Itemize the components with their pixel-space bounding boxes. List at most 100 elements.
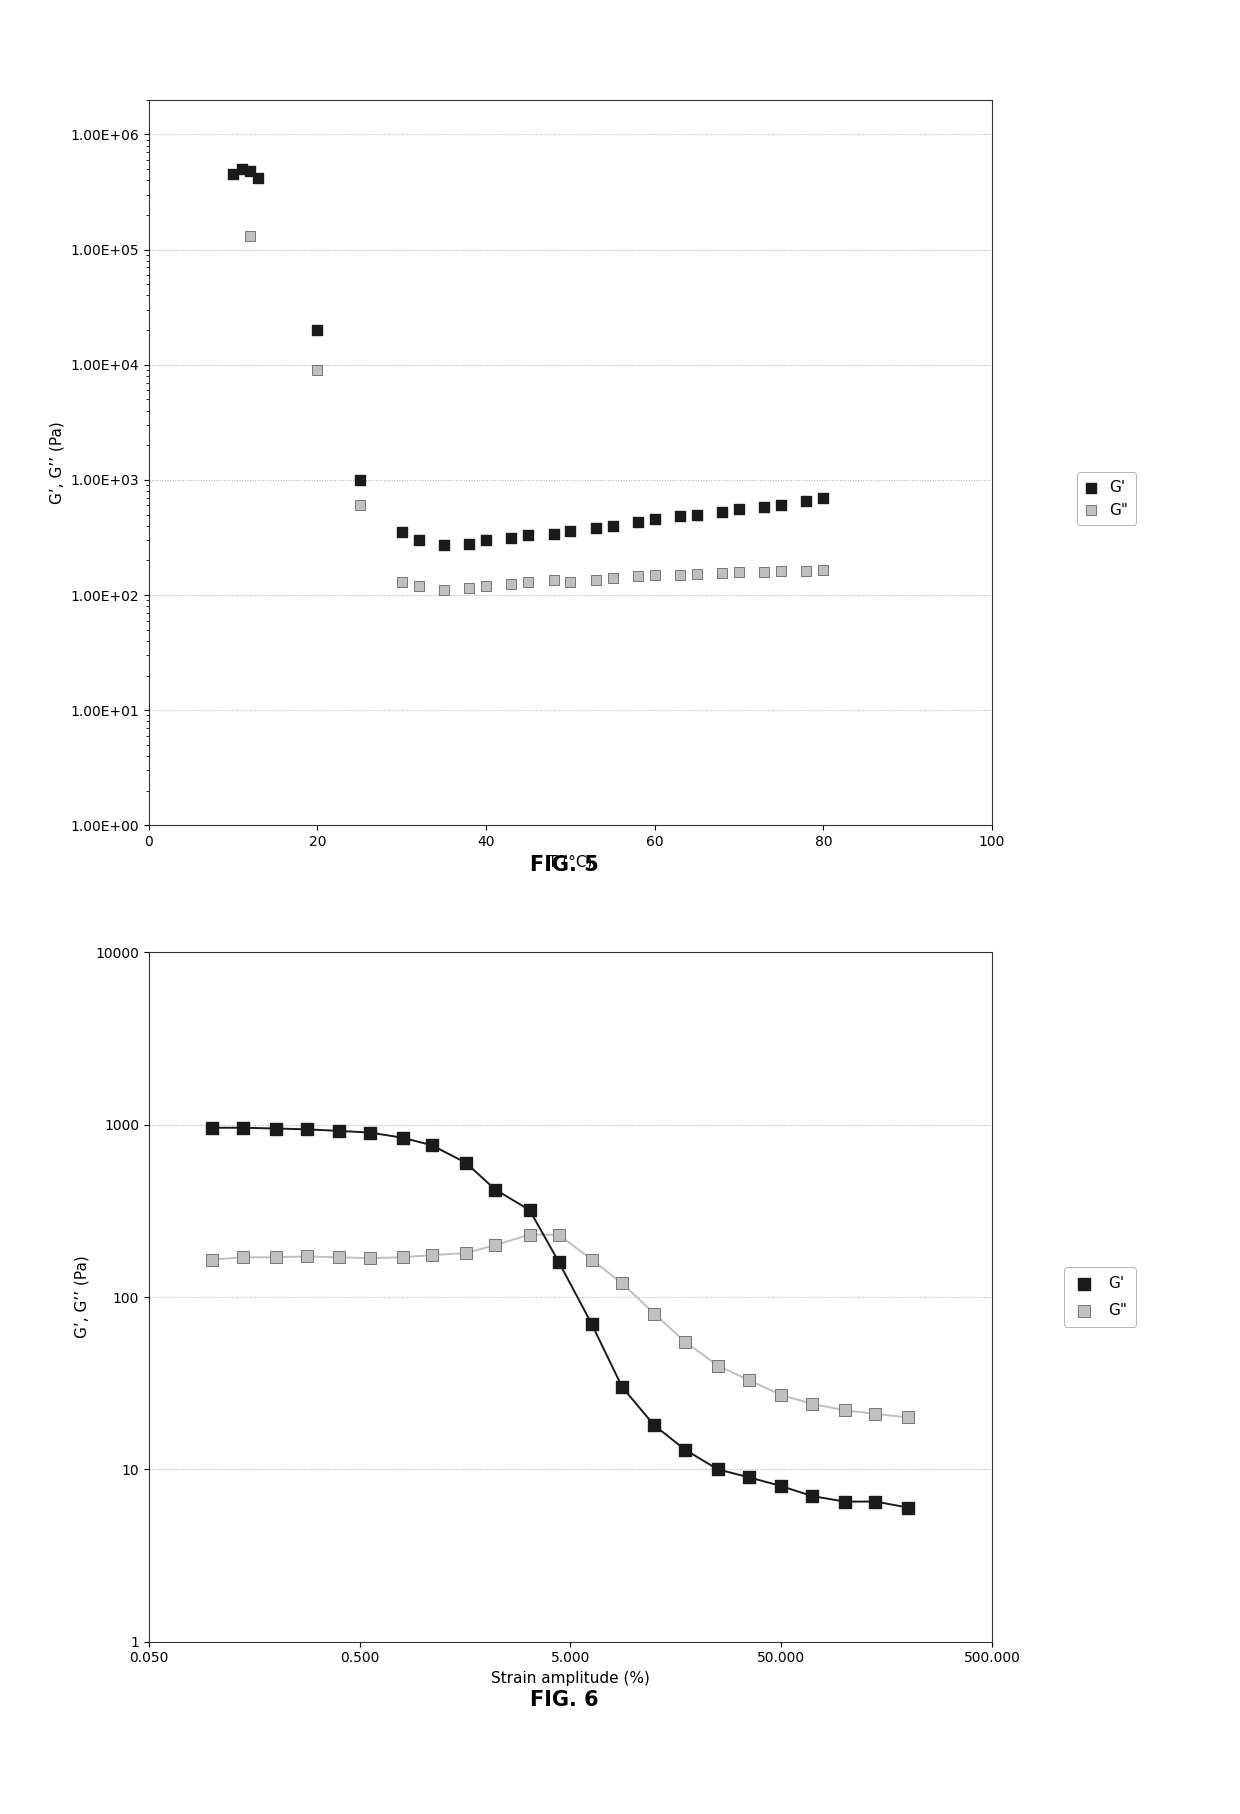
G' <box>265 1114 285 1143</box>
G' <box>771 492 791 521</box>
G' <box>802 1482 822 1511</box>
G' <box>560 517 580 546</box>
G" <box>518 568 538 597</box>
G" <box>241 221 260 250</box>
G' <box>248 163 268 192</box>
G" <box>687 559 707 588</box>
G' <box>223 160 243 189</box>
G' <box>330 1116 350 1145</box>
G" <box>675 1328 694 1357</box>
X-axis label: T (°C): T (°C) <box>548 854 593 869</box>
G" <box>360 1244 379 1273</box>
Y-axis label: G’, G’’ (Pa): G’, G’’ (Pa) <box>74 1255 89 1339</box>
G" <box>670 561 689 590</box>
G' <box>675 1435 694 1464</box>
G' <box>422 1130 441 1159</box>
G" <box>627 562 647 591</box>
G' <box>456 1148 476 1177</box>
G' <box>813 483 833 512</box>
G' <box>501 524 521 553</box>
G" <box>866 1399 885 1428</box>
Y-axis label: G’, G’’ (Pa): G’, G’’ (Pa) <box>50 421 64 504</box>
G' <box>603 512 622 541</box>
G" <box>708 1351 728 1380</box>
G' <box>796 486 816 515</box>
G" <box>585 566 605 595</box>
G' <box>393 1123 413 1152</box>
G' <box>233 1114 253 1143</box>
G' <box>549 1248 569 1277</box>
G" <box>543 566 563 595</box>
G" <box>645 561 665 590</box>
G" <box>330 1243 350 1272</box>
G' <box>739 1462 759 1491</box>
G' <box>434 532 454 561</box>
G' <box>582 1310 601 1339</box>
G' <box>543 519 563 548</box>
G' <box>898 1493 918 1522</box>
G' <box>687 501 707 530</box>
G' <box>296 1116 316 1145</box>
G' <box>476 526 496 555</box>
G" <box>422 1241 441 1270</box>
G" <box>434 575 454 604</box>
G" <box>501 570 521 599</box>
G' <box>232 154 252 183</box>
X-axis label: Strain amplitude (%): Strain amplitude (%) <box>491 1671 650 1685</box>
Text: FIG. 5: FIG. 5 <box>529 854 599 876</box>
Text: FIG. 6: FIG. 6 <box>529 1689 599 1711</box>
G" <box>739 1366 759 1395</box>
G' <box>409 526 429 555</box>
G' <box>392 517 412 546</box>
G" <box>835 1395 854 1424</box>
G" <box>296 1243 316 1272</box>
G" <box>520 1221 539 1250</box>
G" <box>393 1243 413 1272</box>
G" <box>771 1380 791 1409</box>
G' <box>771 1471 791 1500</box>
G' <box>241 156 260 185</box>
G" <box>613 1268 632 1297</box>
G' <box>754 493 774 522</box>
G" <box>485 1230 505 1259</box>
G' <box>712 497 732 526</box>
G' <box>459 530 479 559</box>
G" <box>754 557 774 586</box>
G' <box>585 513 605 542</box>
G" <box>582 1244 601 1273</box>
G' <box>520 1195 539 1224</box>
G" <box>813 555 833 584</box>
G" <box>729 557 749 586</box>
G" <box>308 356 327 385</box>
G' <box>835 1487 854 1517</box>
G" <box>771 557 791 586</box>
G' <box>613 1373 632 1402</box>
G" <box>456 1239 476 1268</box>
Legend: G', G": G', G" <box>1078 472 1136 526</box>
G' <box>645 1411 665 1440</box>
G' <box>708 1455 728 1484</box>
G' <box>485 1175 505 1204</box>
G" <box>202 1244 222 1273</box>
G" <box>459 573 479 602</box>
G" <box>392 568 412 597</box>
G" <box>796 557 816 586</box>
G" <box>409 571 429 600</box>
G' <box>308 316 327 345</box>
G' <box>627 508 647 537</box>
G" <box>476 571 496 600</box>
G" <box>802 1390 822 1419</box>
G" <box>350 492 370 521</box>
G" <box>645 1299 665 1328</box>
G' <box>729 495 749 524</box>
G" <box>265 1243 285 1272</box>
G' <box>866 1487 885 1517</box>
G' <box>360 1117 379 1146</box>
G" <box>560 568 580 597</box>
Legend: G', G": G', G" <box>1064 1266 1136 1328</box>
G" <box>233 1243 253 1272</box>
G' <box>670 501 689 530</box>
G' <box>645 504 665 533</box>
G' <box>518 521 538 550</box>
G" <box>712 559 732 588</box>
